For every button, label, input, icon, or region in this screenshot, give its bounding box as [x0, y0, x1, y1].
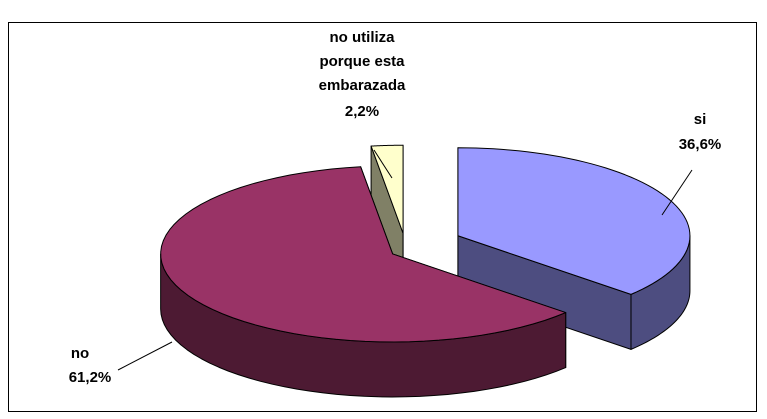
pie-slice	[160, 166, 567, 398]
slice-label-value: 61,2%	[68, 369, 112, 386]
slice-label-category: si	[693, 111, 707, 128]
slice-top	[160, 166, 567, 343]
leader-line	[661, 169, 693, 216]
slice-label-value: 2,2%	[344, 103, 380, 120]
slice-label-category: no	[70, 345, 90, 362]
pie-slice	[457, 147, 691, 350]
slice-label-value: 36,6%	[678, 136, 722, 153]
slice-top	[457, 147, 691, 295]
slice-top	[370, 144, 404, 234]
leader-line	[373, 149, 393, 179]
leader-line	[117, 341, 173, 371]
slice-label-category: no utiliza porque esta embarazada	[318, 29, 406, 94]
